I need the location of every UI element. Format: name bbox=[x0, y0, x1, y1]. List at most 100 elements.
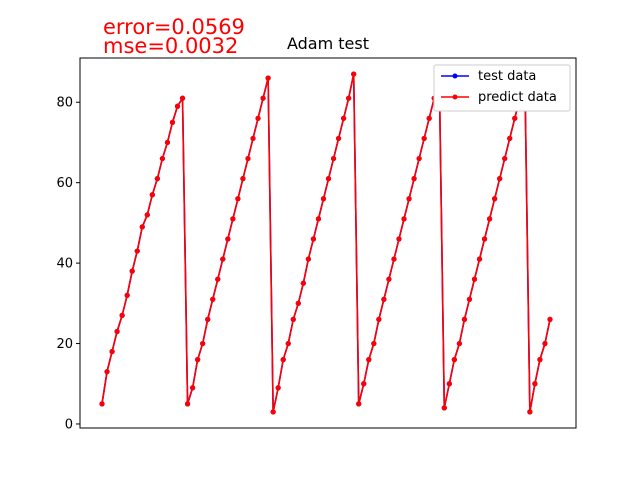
legend-predict-label: predict data bbox=[478, 90, 557, 105]
data-point bbox=[320, 196, 327, 202]
y-tick-label: 0 bbox=[65, 417, 73, 432]
data-point bbox=[356, 401, 362, 407]
data-point bbox=[401, 216, 407, 222]
data-point bbox=[471, 276, 478, 282]
data-point bbox=[159, 155, 165, 162]
error-annotation: error=0.0569 bbox=[103, 15, 245, 39]
data-point bbox=[285, 340, 291, 347]
series-line bbox=[101, 73, 551, 413]
y-tick-label: 20 bbox=[56, 337, 73, 352]
data-point bbox=[225, 236, 231, 242]
data-point bbox=[240, 176, 246, 182]
data-point bbox=[200, 340, 206, 347]
data-point bbox=[421, 135, 427, 142]
legend: test data predict data bbox=[433, 64, 571, 112]
data-point bbox=[416, 155, 422, 162]
data-point bbox=[184, 401, 191, 407]
data-point bbox=[341, 115, 347, 121]
data-point bbox=[114, 328, 120, 335]
data-point bbox=[451, 357, 457, 363]
data-point bbox=[335, 135, 342, 142]
data-point bbox=[325, 176, 332, 182]
data-point bbox=[386, 276, 392, 282]
mse-annotation: mse=0.0032 bbox=[103, 34, 238, 58]
data-point bbox=[391, 256, 397, 262]
data-point bbox=[134, 248, 140, 254]
data-point bbox=[290, 316, 296, 323]
data-point bbox=[260, 95, 266, 101]
series-predict-data bbox=[99, 71, 553, 415]
data-point bbox=[310, 236, 317, 242]
data-point bbox=[295, 300, 301, 306]
data-point bbox=[139, 224, 145, 230]
data-point bbox=[169, 119, 176, 125]
data-point bbox=[481, 236, 488, 242]
data-point bbox=[275, 385, 281, 391]
data-point bbox=[396, 236, 402, 242]
data-point bbox=[371, 340, 377, 347]
data-point bbox=[315, 216, 322, 222]
data-point bbox=[426, 115, 432, 121]
data-point bbox=[361, 381, 367, 387]
data-point bbox=[406, 196, 412, 202]
y-tick-label: 80 bbox=[56, 96, 73, 111]
plot-area bbox=[79, 57, 577, 429]
data-point bbox=[215, 276, 221, 282]
data-point bbox=[461, 316, 468, 323]
data-point bbox=[305, 256, 311, 262]
data-point bbox=[250, 135, 256, 142]
data-point bbox=[270, 409, 276, 415]
data-point bbox=[502, 155, 508, 162]
data-point bbox=[164, 139, 171, 146]
data-point bbox=[376, 316, 382, 323]
data-point bbox=[174, 103, 181, 109]
data-point bbox=[265, 75, 271, 81]
data-point bbox=[456, 340, 462, 347]
data-point bbox=[149, 192, 155, 198]
data-point bbox=[99, 401, 105, 407]
legend-predict-marker bbox=[452, 94, 458, 100]
data-point bbox=[411, 176, 417, 182]
data-point bbox=[255, 115, 261, 121]
data-point bbox=[487, 216, 493, 222]
y-axis: 0 20 40 60 80 bbox=[56, 96, 80, 432]
data-point bbox=[351, 71, 357, 77]
data-point bbox=[210, 296, 216, 302]
data-point bbox=[446, 381, 452, 387]
data-point bbox=[220, 256, 226, 262]
data-point bbox=[144, 212, 150, 218]
data-point bbox=[547, 316, 553, 323]
data-point bbox=[346, 95, 352, 101]
data-point bbox=[230, 216, 236, 222]
data-point bbox=[507, 135, 513, 142]
data-point bbox=[532, 381, 538, 387]
data-point bbox=[280, 357, 286, 363]
data-point bbox=[129, 268, 135, 274]
data-point bbox=[527, 409, 533, 415]
data-point bbox=[497, 176, 503, 182]
data-point bbox=[245, 155, 251, 162]
data-point bbox=[381, 296, 387, 302]
data-point bbox=[466, 296, 473, 302]
data-point bbox=[366, 357, 372, 363]
chart-title: Adam test bbox=[287, 34, 369, 53]
data-point bbox=[300, 280, 306, 286]
legend-test-marker bbox=[452, 73, 458, 79]
data-point bbox=[119, 312, 125, 318]
data-point bbox=[154, 176, 160, 182]
y-tick-label: 60 bbox=[56, 176, 73, 191]
data-point bbox=[512, 115, 518, 121]
data-point bbox=[124, 292, 130, 298]
y-tick-label: 40 bbox=[56, 257, 73, 272]
data-point bbox=[190, 385, 196, 391]
data-point bbox=[109, 348, 115, 355]
data-point bbox=[104, 369, 110, 375]
legend-test-label: test data bbox=[478, 69, 536, 84]
data-point bbox=[542, 340, 548, 347]
data-point bbox=[476, 256, 483, 262]
data-point bbox=[195, 357, 201, 363]
data-point bbox=[441, 405, 447, 411]
data-point bbox=[235, 196, 241, 202]
data-point bbox=[179, 95, 186, 101]
